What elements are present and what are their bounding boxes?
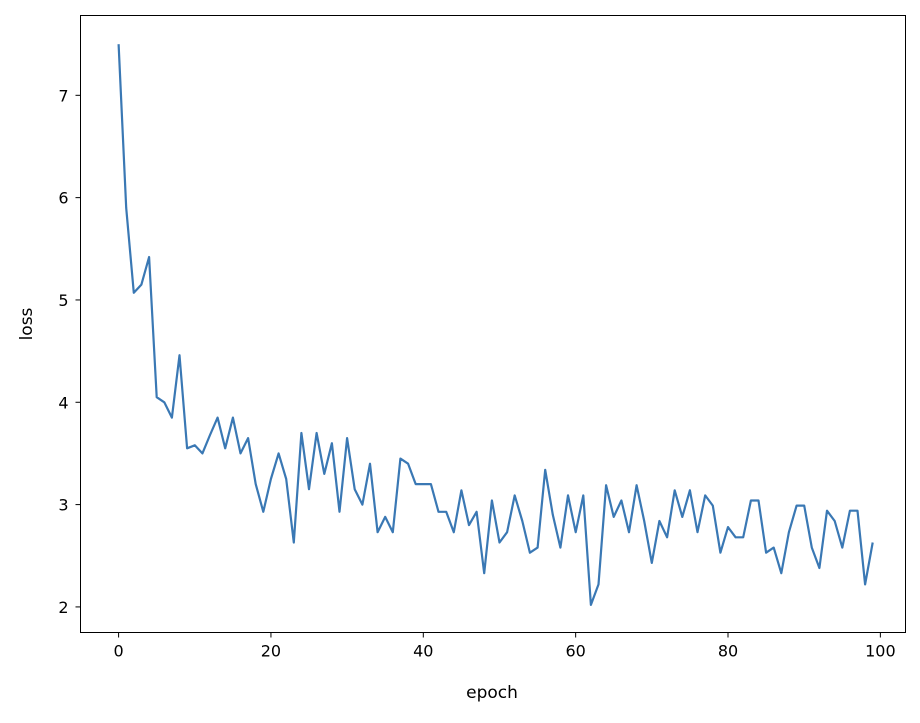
x-tick-label: 40 bbox=[413, 642, 433, 661]
y-tick-label: 4 bbox=[58, 393, 68, 412]
y-tick-label: 7 bbox=[58, 86, 68, 105]
x-axis-label: epoch bbox=[466, 683, 518, 703]
x-tick-label: 0 bbox=[113, 642, 123, 661]
plot-frame bbox=[80, 15, 906, 633]
y-tick-label: 6 bbox=[58, 189, 68, 208]
y-tick-label: 5 bbox=[58, 291, 68, 310]
loss-line bbox=[117, 44, 874, 607]
x-tick-label: 100 bbox=[865, 642, 896, 661]
x-tick-label: 60 bbox=[565, 642, 585, 661]
y-tick-label: 3 bbox=[58, 496, 68, 515]
y-tick-label: 2 bbox=[58, 598, 68, 617]
x-tick-label: 80 bbox=[718, 642, 738, 661]
y-axis-label: loss bbox=[17, 307, 37, 340]
x-tick-label: 20 bbox=[261, 642, 281, 661]
